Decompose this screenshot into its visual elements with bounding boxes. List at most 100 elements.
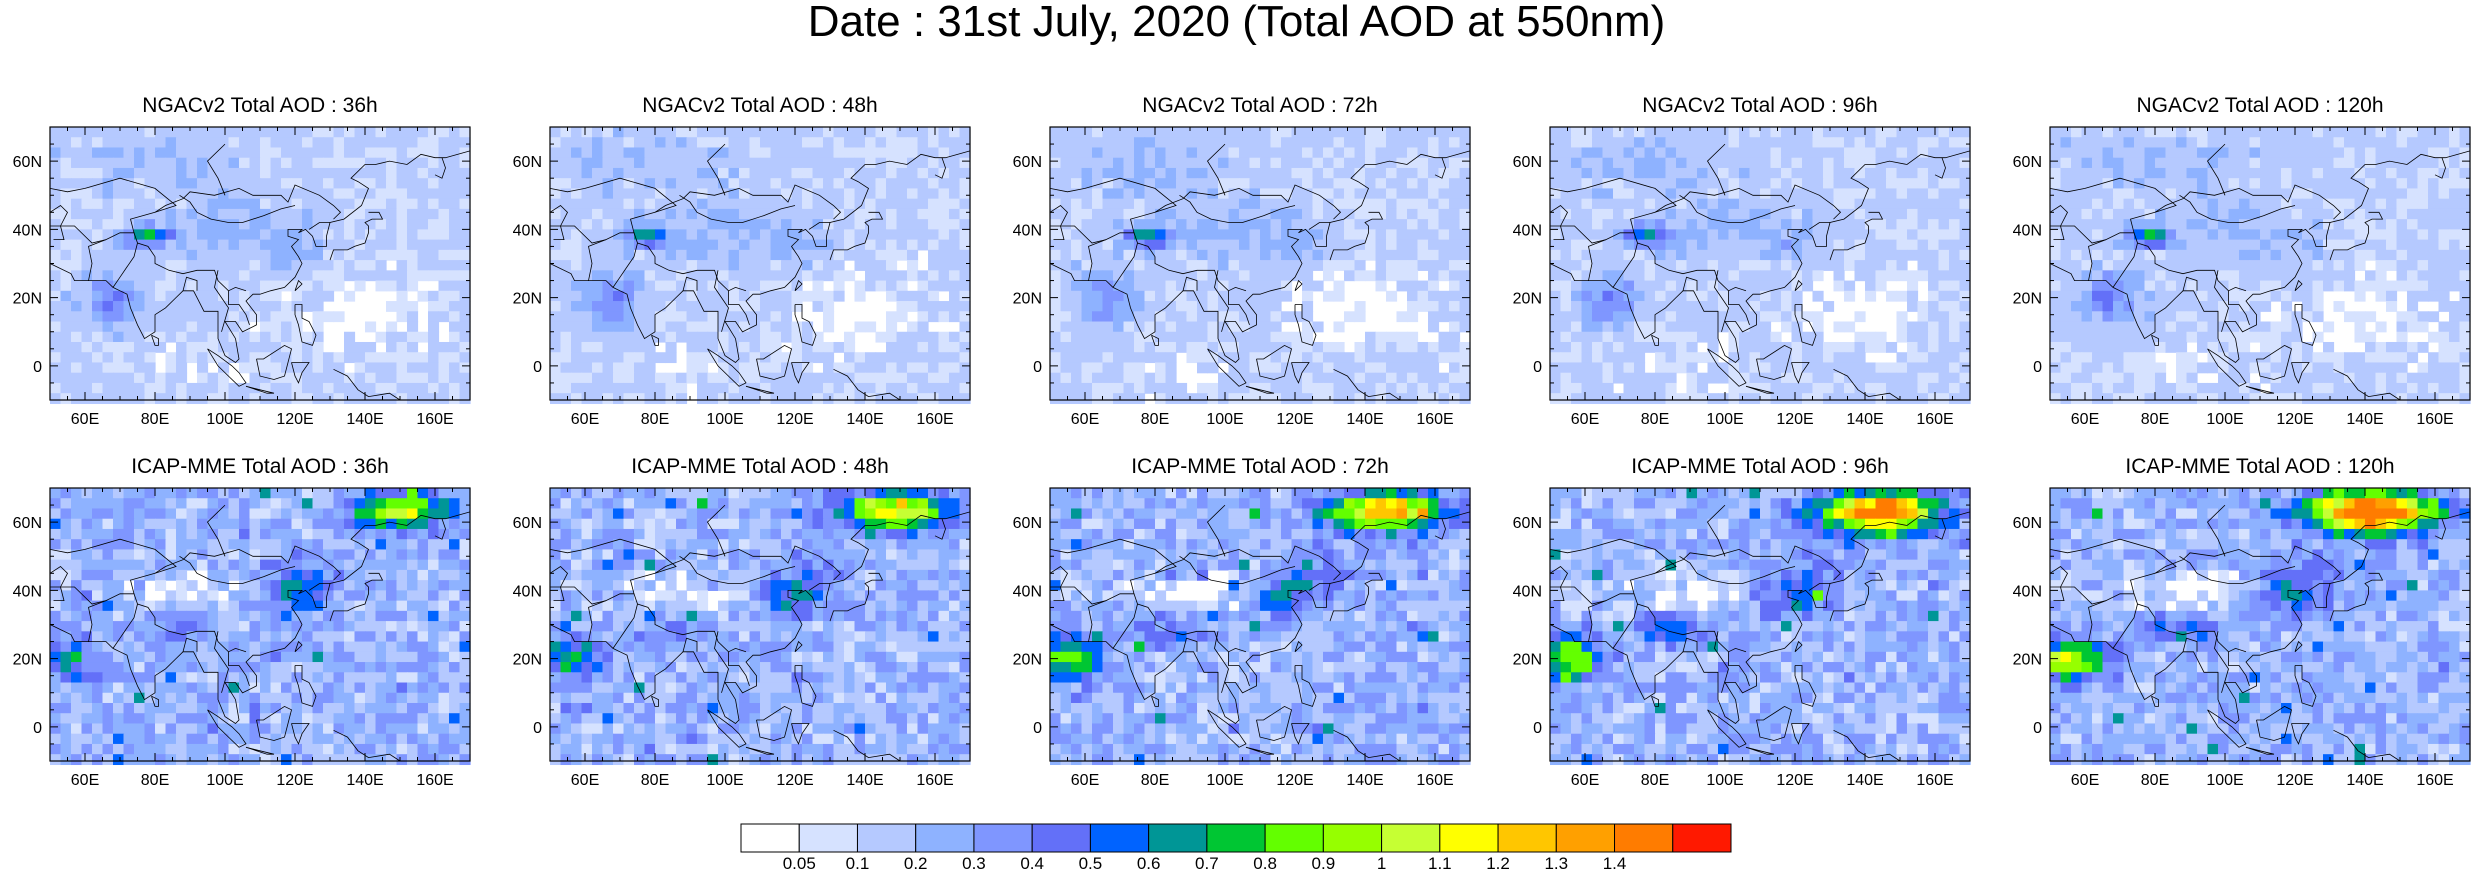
lon-tick-label: 80E — [141, 411, 169, 428]
colorbar-swatch — [1031, 823, 1091, 853]
axis-ticks — [49, 487, 471, 762]
colorbar-swatch — [1497, 823, 1557, 853]
axis-ticks — [2049, 126, 2471, 401]
lon-tick-label: 80E — [1641, 772, 1669, 789]
aod-field — [50, 127, 471, 405]
lon-tick-label: 60E — [1571, 772, 1599, 789]
colorbar-swatch — [1089, 823, 1150, 853]
lat-tick-label: 0 — [2033, 720, 2042, 737]
aod-field — [1050, 127, 1471, 405]
colorbar-swatch — [798, 823, 858, 853]
aod-field — [2050, 488, 2471, 766]
panel-title: NGACv2 Total AOD : 48h — [642, 94, 878, 117]
lat-tick-label: 40N — [13, 583, 42, 600]
aod-map: 60E 80E 100E 120E 140E 160E 60N 40N 20N 0 — [1513, 487, 1971, 789]
lon-tick-label: 140E — [846, 772, 883, 789]
lat-tick-label: 40N — [1513, 583, 1542, 600]
coastlines-borders — [2049, 504, 2471, 762]
lon-tick-label: 80E — [641, 772, 669, 789]
coastlines-borders — [2049, 143, 2471, 401]
lon-tick-label: 160E — [416, 772, 453, 789]
lat-tick-label: 60N — [13, 154, 42, 171]
axis-ticks — [2049, 487, 2471, 762]
colorbar-label: 0.1 — [845, 854, 870, 873]
colorbar-swatch — [1555, 823, 1616, 853]
lon-tick-label: 60E — [571, 772, 599, 789]
colorbar-label: 0.3 — [962, 854, 986, 873]
panel-title: NGACv2 Total AOD : 36h — [142, 94, 378, 117]
lon-tick-label: 120E — [1276, 411, 1313, 428]
lon-tick-label: 160E — [916, 411, 953, 428]
panel-title: ICAP-MME Total AOD : 96h — [1631, 455, 1889, 478]
lon-tick-label: 100E — [2206, 411, 2243, 428]
lat-tick-label: 0 — [533, 359, 542, 376]
lat-tick-label: 0 — [1033, 720, 1042, 737]
lon-tick-label: 80E — [141, 772, 169, 789]
figure-title: Date : 31st July, 2020 (Total AOD at 550… — [807, 0, 1666, 46]
lat-tick-label: 0 — [533, 720, 542, 737]
coastlines-borders — [549, 143, 971, 401]
axis-ticks — [1549, 487, 1971, 762]
colorbar-label: 1.3 — [1544, 854, 1569, 873]
lon-tick-label: 140E — [1846, 772, 1883, 789]
aod-map: 60E 80E 100E 120E 140E 160E 60N 40N 20N 0 — [13, 126, 471, 428]
aod-map: 60E 80E 100E 120E 140E 160E 60N 40N 20N 0 — [2013, 487, 2471, 789]
colorbar-swatch — [1614, 823, 1674, 853]
lon-tick-label: 100E — [206, 772, 243, 789]
lon-tick-label: 60E — [71, 772, 99, 789]
lon-tick-label: 140E — [346, 411, 383, 428]
lon-tick-label: 160E — [2416, 411, 2453, 428]
axis-ticks — [1549, 126, 1971, 401]
lat-tick-label: 0 — [33, 720, 42, 737]
panel-title: ICAP-MME Total AOD : 72h — [1131, 455, 1389, 478]
lon-tick-label: 80E — [1641, 411, 1669, 428]
panel-title: NGACv2 Total AOD : 96h — [1642, 94, 1878, 117]
lat-tick-label: 60N — [1513, 515, 1542, 532]
colorbar-swatch — [856, 823, 917, 853]
colorbar-label: 0.4 — [1020, 854, 1044, 873]
lon-tick-label: 120E — [276, 772, 313, 789]
colorbar-label: 0.7 — [1195, 854, 1219, 873]
lon-tick-label: 60E — [571, 411, 599, 428]
lon-tick-label: 120E — [1276, 772, 1313, 789]
lon-tick-label: 80E — [1141, 772, 1169, 789]
aod-field — [50, 488, 471, 766]
lat-tick-label: 60N — [513, 515, 542, 532]
lat-tick-label: 0 — [33, 359, 42, 376]
colorbar-swatch — [1206, 823, 1266, 853]
aod-map: 60E 80E 100E 120E 140E 160E 60N 40N 20N 0 — [513, 487, 971, 789]
panel-title: NGACv2 Total AOD : 120h — [2136, 94, 2384, 117]
colorbar-label: 0.9 — [1311, 854, 1336, 873]
lat-tick-label: 40N — [13, 222, 42, 239]
lat-tick-label: 20N — [2013, 291, 2042, 308]
lat-tick-label: 20N — [2013, 652, 2042, 669]
axis-ticks — [549, 487, 971, 762]
axis-ticks — [1049, 126, 1471, 401]
lat-tick-label: 40N — [2013, 583, 2042, 600]
lat-tick-label: 20N — [1513, 652, 1542, 669]
lat-tick-label: 60N — [2013, 515, 2042, 532]
axis-ticks — [1049, 487, 1471, 762]
lon-tick-label: 120E — [1776, 772, 1813, 789]
aod-map: 60E 80E 100E 120E 140E 160E 60N 40N 20N 0 — [1513, 126, 1971, 428]
lat-tick-label: 20N — [1513, 291, 1542, 308]
lat-tick-label: 60N — [1013, 515, 1042, 532]
aod-map: 60E 80E 100E 120E 140E 160E 60N 40N 20N 0 — [1013, 126, 1471, 428]
coastlines-borders — [1049, 143, 1471, 401]
aod-map: 60E 80E 100E 120E 140E 160E 60N 40N 20N 0 — [13, 487, 471, 789]
lat-tick-label: 60N — [513, 154, 542, 171]
colorbar-swatch — [1148, 823, 1208, 853]
lon-tick-label: 140E — [1346, 772, 1383, 789]
lon-tick-label: 60E — [1071, 772, 1099, 789]
lon-tick-label: 120E — [2276, 411, 2313, 428]
coastlines-borders — [549, 504, 971, 762]
colorbar-label: 1.1 — [1427, 854, 1452, 873]
colorbar-label: 1 — [1376, 854, 1387, 873]
colorbar-swatch — [1672, 823, 1732, 853]
coastlines-borders — [1549, 143, 1971, 401]
axis-ticks — [49, 126, 471, 401]
colorbar-label: 0.6 — [1136, 854, 1161, 873]
colorbar-label: 0.2 — [903, 854, 928, 873]
colorbar-swatch — [1439, 823, 1499, 853]
lon-tick-label: 140E — [1346, 411, 1383, 428]
